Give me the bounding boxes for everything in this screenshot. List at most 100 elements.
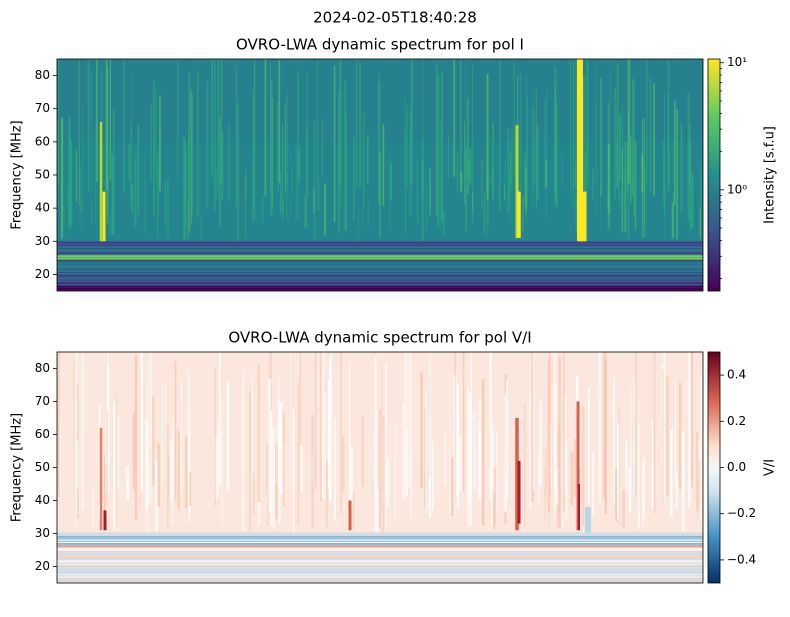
band-line — [57, 257, 703, 258]
streak — [625, 440, 628, 493]
streak — [130, 72, 132, 201]
streak — [511, 129, 513, 191]
streak — [599, 184, 601, 218]
streak — [297, 77, 299, 220]
streak — [524, 403, 526, 528]
streak — [291, 165, 293, 195]
streak — [123, 59, 125, 194]
streak — [572, 59, 574, 206]
streak — [539, 398, 542, 486]
streak — [422, 59, 424, 195]
streak — [177, 430, 180, 510]
streak — [616, 63, 619, 189]
streak — [690, 209, 692, 228]
streak — [674, 383, 677, 486]
colorbar — [707, 351, 721, 584]
streak — [456, 152, 459, 194]
streak — [61, 118, 64, 239]
streak — [187, 199, 189, 240]
streak — [325, 460, 328, 528]
streak — [586, 59, 589, 188]
streak — [472, 64, 474, 223]
streak — [317, 179, 320, 211]
streak — [187, 133, 190, 194]
streak — [548, 456, 550, 532]
y-tick-label: 30 — [35, 526, 50, 540]
streak — [425, 182, 427, 231]
streak — [469, 399, 472, 526]
streak — [242, 369, 245, 532]
y-tick-label: 60 — [35, 134, 50, 148]
streak — [631, 78, 634, 197]
streak — [386, 457, 390, 507]
streak — [473, 412, 476, 492]
streak — [532, 352, 535, 491]
streak — [653, 352, 656, 514]
streak — [666, 376, 669, 497]
band-line — [57, 573, 703, 574]
y-tick-label: 60 — [35, 427, 50, 441]
streak — [262, 194, 264, 223]
streak — [595, 103, 597, 183]
streak — [680, 124, 683, 213]
streak — [269, 62, 272, 192]
streak — [270, 410, 273, 526]
streak — [437, 75, 440, 226]
streak — [322, 119, 324, 176]
band — [57, 286, 703, 291]
streak — [306, 72, 309, 197]
streak — [272, 426, 275, 529]
streak — [429, 168, 431, 216]
streak — [546, 88, 547, 218]
streak — [469, 147, 472, 186]
streak — [220, 59, 223, 183]
burst — [577, 59, 583, 242]
streak — [421, 159, 424, 242]
streak — [490, 171, 493, 188]
streak — [57, 155, 59, 209]
streak — [535, 89, 537, 209]
y-tick-label: 80 — [35, 68, 50, 82]
streak — [60, 423, 61, 493]
streak — [525, 167, 527, 214]
streak — [316, 59, 318, 182]
streak — [667, 59, 670, 186]
streak — [215, 436, 218, 501]
streak — [669, 429, 673, 517]
streak — [429, 353, 431, 502]
streak — [700, 169, 702, 206]
streak — [667, 93, 669, 193]
chart-title: OVRO-LWA dynamic spectrum for pol V/I — [228, 329, 531, 347]
streak — [676, 109, 678, 240]
streak — [486, 74, 489, 200]
streak — [440, 119, 442, 230]
streak — [678, 382, 682, 490]
streak — [609, 69, 611, 232]
streak — [214, 59, 216, 212]
streak — [116, 415, 120, 490]
streak — [544, 99, 546, 190]
streak — [570, 451, 574, 506]
streak — [404, 97, 406, 192]
chart-title: OVRO-LWA dynamic spectrum for pol I — [236, 36, 524, 54]
streak — [460, 59, 462, 193]
streak — [139, 370, 141, 509]
streak — [295, 145, 297, 221]
streak — [244, 168, 247, 198]
streak — [492, 422, 495, 526]
streak — [689, 364, 691, 499]
streak — [159, 95, 161, 191]
streak — [177, 59, 179, 178]
band-line — [57, 555, 703, 557]
streak — [278, 60, 281, 183]
band-line — [57, 263, 703, 264]
streak — [340, 352, 343, 514]
streak — [691, 178, 693, 220]
streak — [696, 431, 699, 511]
streak — [279, 401, 283, 494]
streak — [152, 395, 155, 486]
streak — [688, 142, 691, 186]
streak — [279, 172, 281, 215]
streak — [467, 386, 469, 528]
burst — [517, 460, 521, 524]
